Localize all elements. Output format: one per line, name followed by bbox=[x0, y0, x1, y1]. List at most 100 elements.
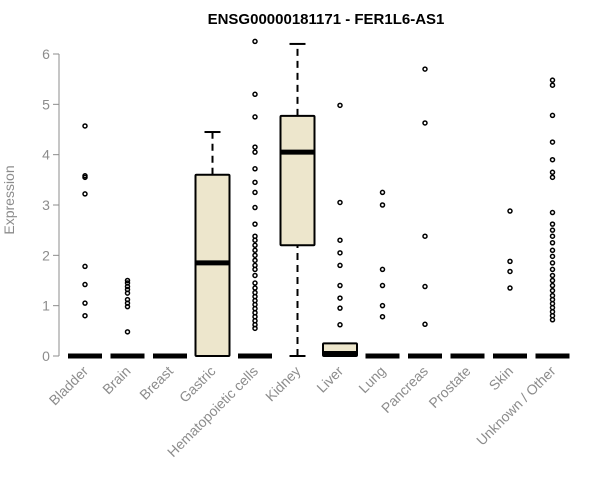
box-gastric bbox=[194, 131, 231, 357]
outlier-point bbox=[549, 169, 556, 176]
x-tick-label: Kidney bbox=[262, 363, 304, 405]
outlier-point bbox=[252, 285, 258, 291]
outlier-point bbox=[124, 280, 131, 286]
outlier-point bbox=[337, 102, 343, 109]
box-kidney bbox=[279, 42, 316, 357]
outlier-point bbox=[549, 247, 556, 254]
x-tick-label: Breast bbox=[136, 363, 176, 403]
outlier-point bbox=[252, 189, 258, 196]
outlier-point bbox=[252, 262, 258, 269]
outlier-point bbox=[549, 227, 556, 233]
outlier-point bbox=[422, 120, 428, 126]
box-body bbox=[279, 114, 316, 247]
outlier-point bbox=[82, 123, 88, 129]
outlier-point bbox=[337, 262, 343, 269]
outlier-point bbox=[337, 322, 343, 328]
outlier-point bbox=[252, 221, 258, 227]
x-tick-label: Prostate bbox=[425, 363, 473, 411]
x-tick-label: Bladder bbox=[46, 363, 92, 409]
outlier-point bbox=[252, 242, 258, 249]
outlier-point bbox=[549, 77, 556, 83]
outlier-point bbox=[549, 233, 556, 239]
x-tick-label: Brain bbox=[99, 363, 133, 397]
box-lung bbox=[365, 189, 400, 359]
outlier-point bbox=[82, 191, 88, 197]
outlier-point bbox=[252, 252, 258, 259]
outlier-point bbox=[379, 266, 386, 273]
outlier-point bbox=[422, 283, 428, 290]
outlier-point bbox=[422, 66, 428, 72]
box-bladder bbox=[68, 123, 102, 359]
y-tick-label: 0 bbox=[42, 348, 50, 364]
outlier-point bbox=[422, 321, 428, 328]
outlier-point bbox=[549, 112, 556, 119]
boxes-layer bbox=[68, 38, 570, 359]
outlier-point bbox=[82, 263, 88, 270]
outlier-point bbox=[337, 237, 343, 243]
box-brain bbox=[110, 277, 145, 359]
box-liver bbox=[322, 102, 358, 357]
x-tick-label: Skin bbox=[486, 363, 517, 394]
outlier-point bbox=[252, 38, 258, 45]
outlier-point bbox=[549, 292, 556, 299]
outlier-point bbox=[549, 260, 556, 266]
chart-title: ENSG00000181171 - FER1L6-AS1 bbox=[208, 11, 445, 28]
x-tick-label: Unknown / Other bbox=[473, 363, 559, 449]
y-axis: 0 1 2 3 4 5 6 bbox=[42, 46, 60, 364]
box-unknown-other bbox=[535, 77, 570, 359]
outlier-point bbox=[252, 114, 258, 120]
outlier-point bbox=[549, 287, 556, 294]
outlier-point bbox=[549, 209, 556, 216]
outlier-point bbox=[82, 312, 88, 319]
outlier-point bbox=[549, 174, 556, 181]
outlier-point bbox=[337, 282, 343, 289]
outlier-point bbox=[124, 277, 131, 284]
outlier-point bbox=[82, 173, 88, 179]
outlier-point bbox=[337, 250, 343, 256]
box-hematopoietic-cells bbox=[238, 38, 272, 359]
y-tick-label: 6 bbox=[42, 46, 50, 62]
outlier-point bbox=[252, 91, 258, 98]
outlier-point bbox=[252, 272, 258, 279]
outlier-point bbox=[82, 300, 88, 306]
box-skin bbox=[493, 208, 527, 359]
outlier-point bbox=[124, 296, 131, 303]
outlier-point bbox=[549, 156, 556, 163]
outlier-point bbox=[82, 281, 88, 288]
outlier-point bbox=[549, 282, 556, 289]
outlier-point bbox=[379, 313, 386, 320]
box-pancreas bbox=[408, 66, 442, 359]
outlier-point bbox=[549, 240, 556, 246]
outlier-point bbox=[422, 233, 428, 239]
outlier-point bbox=[507, 208, 513, 214]
outlier-point bbox=[549, 139, 556, 145]
outlier-point bbox=[252, 204, 258, 211]
y-tick-label: 2 bbox=[42, 247, 50, 263]
outlier-point bbox=[252, 166, 258, 172]
outlier-point bbox=[379, 202, 386, 208]
outlier-point bbox=[252, 233, 258, 239]
outlier-point bbox=[337, 305, 343, 311]
outlier-point bbox=[252, 247, 258, 254]
outlier-point bbox=[549, 277, 556, 284]
y-tick-label: 4 bbox=[42, 147, 50, 163]
outlier-point bbox=[507, 258, 513, 265]
outlier-point bbox=[252, 149, 258, 155]
outlier-point bbox=[549, 253, 556, 260]
outlier-point bbox=[124, 329, 131, 335]
outlier-point bbox=[252, 179, 258, 186]
x-tick-label: Pancreas bbox=[378, 363, 431, 416]
y-tick-label: 5 bbox=[42, 96, 50, 112]
outlier-point bbox=[507, 285, 513, 291]
box-body bbox=[194, 173, 231, 357]
y-axis-label: Expression bbox=[1, 165, 17, 234]
y-tick-label: 1 bbox=[42, 298, 50, 314]
x-tick-label: Lung bbox=[355, 363, 388, 396]
outlier-point bbox=[124, 286, 131, 293]
outlier-point bbox=[252, 257, 258, 264]
outlier-point bbox=[549, 272, 556, 279]
outlier-point bbox=[337, 199, 343, 206]
outlier-point bbox=[252, 280, 258, 286]
